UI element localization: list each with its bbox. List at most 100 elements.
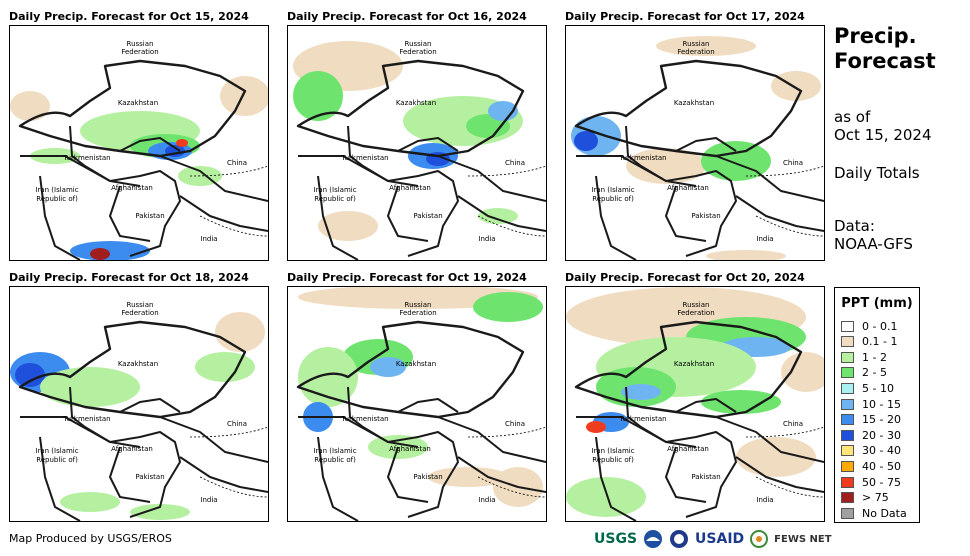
legend-item: 50 - 75 bbox=[841, 475, 901, 489]
country-border bbox=[735, 456, 824, 493]
country-border bbox=[69, 125, 141, 187]
map-panel-3: Russian Federation Kazakhstan Turkmenistan C… bbox=[565, 25, 825, 261]
country-label: Iran (Islamic bbox=[313, 186, 357, 194]
legend-item: 40 - 50 bbox=[841, 459, 901, 473]
country-border bbox=[457, 456, 546, 493]
map-svg bbox=[10, 59, 268, 260]
country-label: Iran (Islamic bbox=[35, 186, 79, 194]
country-border bbox=[159, 416, 268, 463]
precip-area bbox=[40, 367, 140, 407]
disputed-border bbox=[745, 426, 824, 498]
country-border bbox=[574, 59, 803, 158]
country-border bbox=[397, 137, 459, 152]
country-label: Turkmenistan bbox=[63, 154, 111, 162]
country-label: Republic of) bbox=[36, 195, 78, 203]
precip-area bbox=[574, 131, 598, 151]
country-border bbox=[675, 398, 737, 413]
dhs-seal-icon bbox=[670, 530, 689, 548]
country-label: Republic of) bbox=[36, 456, 78, 464]
country-label: Russian bbox=[404, 301, 432, 309]
legend-swatch bbox=[841, 351, 854, 363]
country-label: Pakistan bbox=[413, 473, 443, 481]
country-label: Federation bbox=[677, 309, 715, 317]
legend-label: 5 - 10 bbox=[862, 381, 894, 395]
country-label: Pakistan bbox=[135, 212, 165, 220]
country-label: Pakistan bbox=[135, 473, 165, 481]
precip-area bbox=[215, 312, 265, 352]
map-panel-1: Russian Federation Kazakhstan Turkmenistan C… bbox=[9, 25, 269, 261]
country-label: India bbox=[200, 496, 218, 504]
legend-item: > 75 bbox=[841, 491, 889, 505]
usaid-logo: USAID bbox=[695, 531, 745, 547]
logo-strip: USGS USAID FEWS NET bbox=[594, 528, 832, 550]
legend-label: 40 - 50 bbox=[862, 459, 901, 473]
country-label: China bbox=[227, 420, 247, 428]
country-label: Russian bbox=[682, 301, 710, 309]
country-label: Federation bbox=[121, 309, 159, 317]
country-label: China bbox=[783, 420, 803, 428]
country-border bbox=[317, 436, 359, 521]
country-border bbox=[665, 446, 707, 503]
legend-swatch bbox=[841, 398, 854, 410]
sidebar-title: Precip. Forecast bbox=[834, 24, 936, 74]
fews-net-logo: FEWS NET bbox=[774, 533, 832, 545]
disputed-border bbox=[467, 426, 546, 498]
country-label: Iran (Islamic bbox=[591, 186, 635, 194]
panel-title-5: Daily Precip. Forecast for Oct 19, 2024 bbox=[287, 271, 527, 284]
country-label: Afghanistan bbox=[111, 445, 153, 453]
legend-item: 0 - 0.1 bbox=[841, 319, 897, 333]
country-border bbox=[109, 185, 151, 242]
panel-title-6: Daily Precip. Forecast for Oct 20, 2024 bbox=[565, 271, 805, 284]
legend-swatch bbox=[841, 336, 854, 348]
country-label: Pakistan bbox=[691, 473, 721, 481]
precip-area bbox=[706, 250, 786, 260]
credit-text: Map Produced by USGS/EROS bbox=[9, 532, 172, 545]
precip-area bbox=[478, 208, 518, 224]
country-border bbox=[715, 155, 824, 202]
country-border bbox=[625, 125, 697, 187]
country-border bbox=[595, 175, 637, 260]
country-border bbox=[159, 155, 268, 202]
precip-area bbox=[10, 91, 50, 121]
legend-item: 20 - 30 bbox=[841, 428, 901, 442]
precip-area bbox=[293, 71, 343, 121]
country-border bbox=[347, 386, 419, 448]
country-label: Republic of) bbox=[592, 195, 634, 203]
country-label: Russian bbox=[126, 40, 154, 48]
country-label: Federation bbox=[399, 48, 437, 56]
map-svg bbox=[571, 36, 824, 260]
country-border bbox=[397, 398, 459, 413]
legend-item: No Data bbox=[841, 506, 907, 520]
precip-area bbox=[586, 421, 606, 433]
legend-swatch bbox=[841, 367, 854, 379]
country-label: China bbox=[505, 420, 525, 428]
country-label: Federation bbox=[121, 48, 159, 56]
sidebar-totals: Daily Totals bbox=[834, 164, 920, 182]
legend-item: 10 - 15 bbox=[841, 397, 901, 411]
country-label: Russian bbox=[126, 301, 154, 309]
precip-area bbox=[656, 36, 756, 56]
precip-area bbox=[370, 357, 406, 377]
country-border bbox=[39, 175, 81, 260]
legend-swatch bbox=[841, 382, 854, 394]
legend-swatch bbox=[841, 507, 854, 519]
legend-swatch bbox=[841, 492, 854, 504]
precip-area bbox=[220, 76, 268, 116]
country-border bbox=[437, 416, 546, 463]
legend-label: 50 - 75 bbox=[862, 475, 901, 489]
legend-label: 30 - 40 bbox=[862, 444, 901, 458]
country-label: Kazakhstan bbox=[673, 360, 715, 368]
country-border bbox=[69, 386, 141, 448]
legend-swatch bbox=[841, 476, 854, 488]
country-label: India bbox=[200, 235, 218, 243]
country-label: Afghanistan bbox=[389, 184, 431, 192]
map-svg bbox=[566, 287, 824, 521]
legend-item: 30 - 40 bbox=[841, 444, 901, 458]
legend-title: PPT (mm) bbox=[841, 296, 913, 311]
disputed-border bbox=[189, 165, 268, 237]
panel-title-3: Daily Precip. Forecast for Oct 17, 2024 bbox=[565, 10, 805, 23]
country-border bbox=[317, 175, 359, 260]
legend-item: 2 - 5 bbox=[841, 366, 887, 380]
country-border bbox=[675, 137, 737, 152]
